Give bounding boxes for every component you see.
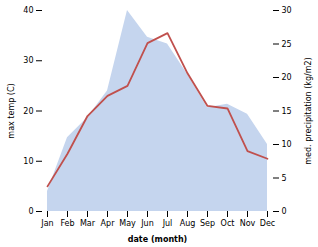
svg-text:May: May (119, 219, 136, 228)
svg-text:Nov: Nov (240, 219, 256, 228)
svg-text:0: 0 (28, 207, 33, 216)
svg-text:30: 30 (23, 56, 33, 65)
svg-text:0: 0 (282, 207, 287, 216)
svg-text:10: 10 (23, 157, 33, 166)
svg-text:Aug: Aug (180, 219, 196, 228)
svg-text:20: 20 (282, 73, 292, 82)
svg-text:med. precipitation (kg/m2): med. precipitation (kg/m2) (304, 57, 313, 164)
svg-text:Jul: Jul (162, 219, 173, 228)
svg-text:15: 15 (282, 107, 292, 116)
svg-text:40: 40 (23, 6, 33, 15)
svg-text:Jan: Jan (40, 219, 53, 228)
svg-text:Feb: Feb (60, 219, 74, 228)
svg-text:Dec: Dec (260, 219, 275, 228)
svg-text:5: 5 (282, 174, 287, 183)
svg-text:20: 20 (23, 107, 33, 116)
svg-text:Mar: Mar (80, 219, 96, 228)
svg-text:10: 10 (282, 140, 292, 149)
svg-text:Oct: Oct (221, 219, 235, 228)
svg-text:Apr: Apr (101, 219, 116, 228)
svg-text:25: 25 (282, 40, 292, 49)
svg-text:Sep: Sep (200, 219, 215, 228)
svg-text:max temp (C): max temp (C) (7, 83, 16, 138)
svg-text:30: 30 (282, 6, 292, 15)
svg-text:Jun: Jun (140, 219, 154, 228)
svg-text:date (month): date (month) (128, 235, 188, 244)
